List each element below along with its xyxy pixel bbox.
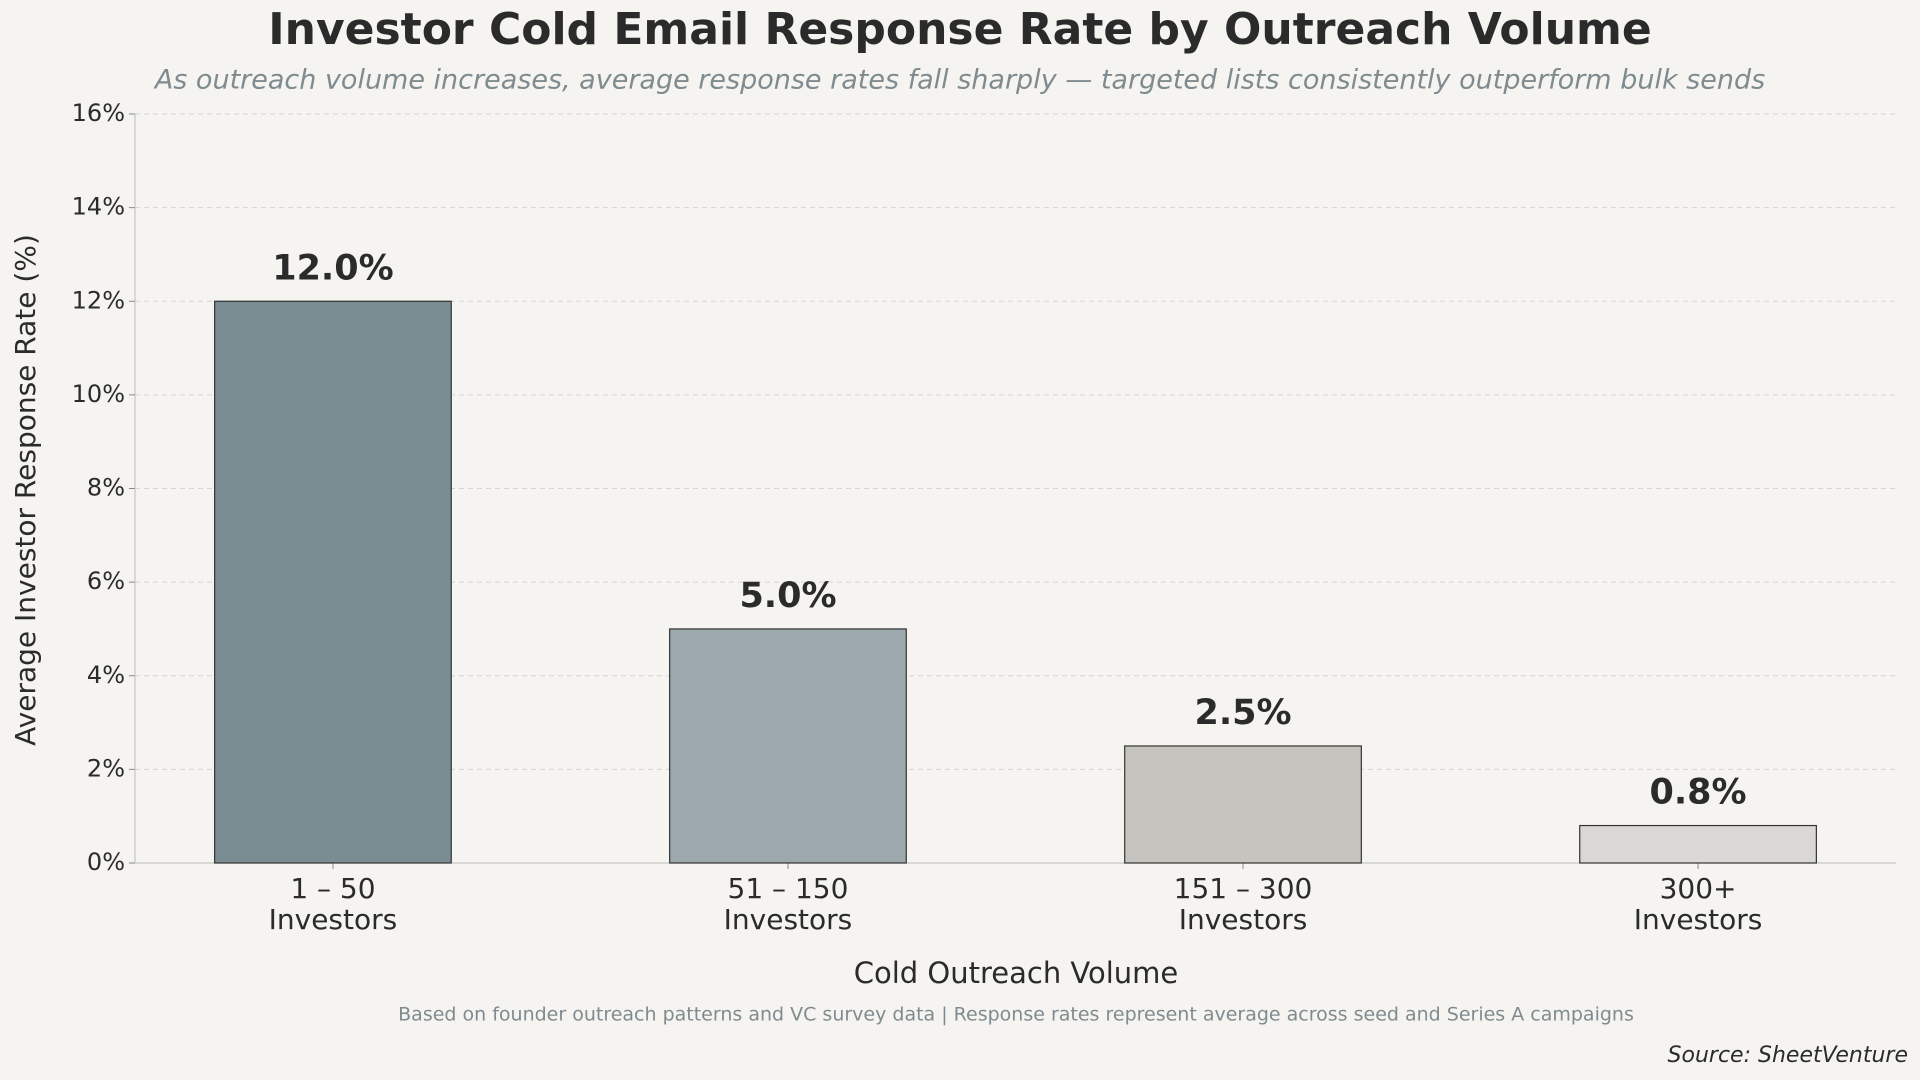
y-tick-label: 8%	[87, 474, 125, 502]
chart-subtitle: As outreach volume increases, average re…	[153, 65, 1765, 96]
y-tick-label: 6%	[87, 567, 125, 595]
bar	[669, 628, 907, 864]
source: Source: SheetVenture	[1668, 1043, 1908, 1068]
y-tick-label: 16%	[72, 99, 125, 127]
bar	[1124, 745, 1362, 864]
y-tick-label: 14%	[72, 193, 125, 221]
x-tick-label: 51 – 150 Investors	[724, 872, 853, 936]
y-tick-label: 10%	[72, 380, 125, 408]
value-label: 5.0%	[739, 576, 836, 616]
footnote: Based on founder outreach patterns and V…	[398, 1004, 1634, 1026]
x-tick-label: 300+ Investors	[1634, 872, 1763, 936]
y-tick-label: 12%	[72, 286, 125, 314]
y-tick-label: 2%	[87, 754, 125, 782]
chart-title: Investor Cold Email Response Rate by Out…	[268, 4, 1651, 55]
value-label: 2.5%	[1194, 693, 1291, 733]
x-tick-label: 1 – 50 Investors	[269, 872, 398, 936]
y-tick-label: 0%	[87, 848, 125, 876]
x-tick-label: 151 – 300 Investors	[1174, 872, 1313, 936]
value-label: 12.0%	[272, 248, 393, 288]
x-axis-label: Cold Outreach Volume	[854, 956, 1179, 990]
y-tick-label: 4%	[87, 661, 125, 689]
value-label: 0.8%	[1650, 773, 1747, 813]
bar	[1579, 824, 1817, 864]
bar	[214, 300, 452, 864]
y-axis-label: Average Investor Response Rate (%)	[9, 234, 42, 746]
